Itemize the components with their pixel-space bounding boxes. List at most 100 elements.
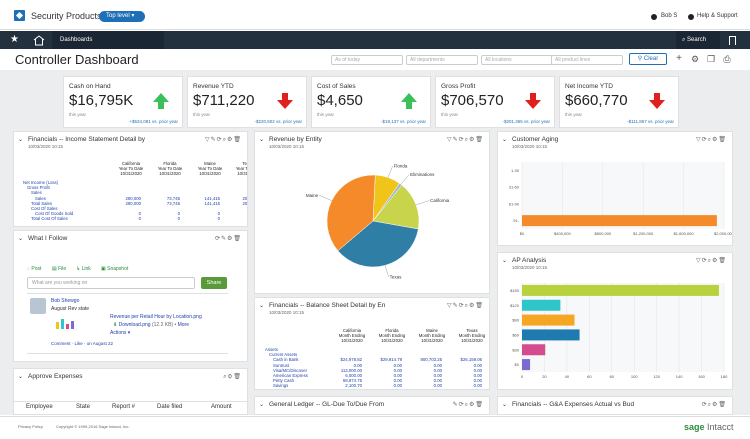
post-thumbnail[interactable] <box>56 318 86 329</box>
table-cell[interactable]: 0 <box>217 216 220 222</box>
row-label[interactable]: Cost Of Sales <box>31 206 58 211</box>
table-cell[interactable]: 73,745 <box>166 195 180 201</box>
table-cell[interactable]: 290,000 <box>125 195 141 201</box>
row-label[interactable]: Cash in Bank <box>273 357 299 363</box>
collapse-chevron-icon[interactable]: ⌄ <box>18 137 24 143</box>
level-dropdown[interactable]: Top level ▾ <box>99 11 145 22</box>
col-header-date-filed[interactable]: Date filed <box>157 404 183 410</box>
table-cell[interactable]: 0.00 <box>473 383 482 389</box>
kpi-card-net-income[interactable]: Net Income YTD $660,770 this year -$111,… <box>559 76 679 128</box>
table-cell[interactable]: 0.00 <box>433 367 442 373</box>
filter-product-line[interactable]: All product lines <box>551 55 623 65</box>
table-cell[interactable]: 0.00 <box>433 373 442 378</box>
collapse-chevron-icon[interactable]: ⌄ <box>18 374 24 380</box>
clear-filters-button[interactable]: ⚲ Clear <box>629 53 667 65</box>
row-label[interactable]: Assets <box>265 347 278 352</box>
row-label[interactable]: Petty Cash <box>273 378 295 384</box>
app-name[interactable]: Security Products <box>31 11 102 21</box>
table-cell[interactable]: 141,415 <box>204 200 220 206</box>
panel-toolbar-icons[interactable]: ▽✎⟳⌕⚙🗑 <box>446 303 484 309</box>
table-cell[interactable]: 113,000.00 <box>340 367 362 373</box>
kpi-card-gross-profit[interactable]: Gross Profit $706,570 this year -$201,36… <box>435 76 555 128</box>
tab-post[interactable]: ◌ Post <box>27 266 41 272</box>
collapse-chevron-icon[interactable]: ⌄ <box>18 236 24 242</box>
row-label[interactable]: Current Assets <box>269 352 298 358</box>
table-cell[interactable]: 69,874.75 <box>342 378 362 384</box>
collapse-chevron-icon[interactable]: ⌄ <box>502 402 508 408</box>
row-label[interactable]: Total Cost Of Sales <box>31 216 68 222</box>
table-cell[interactable]: 0.00 <box>473 373 482 378</box>
row-label[interactable]: Savings <box>273 383 289 389</box>
post-link[interactable]: Revenue per Retail Hour by Location.png <box>110 314 202 320</box>
table-cell[interactable]: 205,150 <box>242 195 248 201</box>
table-cell[interactable]: 0 <box>138 216 141 222</box>
nav-search-button[interactable]: ⌕ Search <box>676 31 720 49</box>
table-cell[interactable]: 0.00 <box>393 362 402 368</box>
row-label[interactable]: American Express <box>273 373 308 378</box>
row-label[interactable]: Cost Of Goods Sold <box>35 211 74 217</box>
table-cell[interactable]: 205,150 <box>242 200 248 206</box>
nav-dashboards[interactable]: Dashboards <box>52 31 164 49</box>
table-cell[interactable]: 0.00 <box>393 378 402 384</box>
table-cell[interactable]: 290,000 <box>125 200 141 206</box>
table-cell[interactable]: 0.00 <box>473 362 482 368</box>
row-label[interactable]: Sales <box>31 190 42 196</box>
post-more-link[interactable]: More <box>177 322 190 328</box>
col-header-state[interactable]: State <box>76 404 91 410</box>
row-label[interactable]: Gross Profit <box>27 185 50 191</box>
star-icon[interactable]: ★ <box>10 34 19 45</box>
bookmark-icon[interactable] <box>729 36 736 45</box>
table-cell[interactable]: 0.00 <box>393 373 402 378</box>
home-icon[interactable] <box>33 35 45 46</box>
table-cell[interactable]: 0 <box>217 211 220 217</box>
kpi-card-revenue[interactable]: Revenue YTD $711,220 this year -$220,502… <box>187 76 307 128</box>
privacy-link[interactable]: Privacy Policy <box>18 424 43 429</box>
table-cell[interactable]: 0.00 <box>353 362 362 368</box>
table-cell[interactable]: 800,703.25 <box>420 357 442 363</box>
print-icon[interactable]: ⎙ <box>723 54 731 64</box>
post-author[interactable]: Bob Shewgo <box>51 298 80 304</box>
tab-snapshot[interactable]: ▣ Snapshot <box>101 266 128 272</box>
panel-toolbar-icons[interactable]: ✎⟳⌕⚙🗑 <box>452 402 484 408</box>
tab-link[interactable]: ↳ Link <box>76 266 91 272</box>
post-file-link[interactable]: Download.png <box>118 322 151 328</box>
help-link[interactable]: Help & Support <box>697 13 738 19</box>
gear-icon[interactable]: ⚙ <box>690 54 700 64</box>
table-cell[interactable]: 141,415 <box>204 195 220 201</box>
panel-toolbar-icons[interactable]: ▽⟳⌕⚙🗑 <box>696 258 727 264</box>
panel-toolbar-icons[interactable]: ▽✎⟳⌕⚙🗑 <box>446 137 484 143</box>
table-cell[interactable]: 0 <box>138 211 141 217</box>
table-cell[interactable]: 73,745 <box>166 200 180 206</box>
table-cell[interactable]: 2,100.70 <box>345 383 362 389</box>
table-cell[interactable]: $29,914.79 <box>380 357 402 363</box>
copy-icon[interactable]: ❐ <box>706 54 716 64</box>
col-header-employee[interactable]: Employee <box>26 404 53 410</box>
share-button[interactable]: Share <box>201 277 227 289</box>
panel-toolbar-icons[interactable]: ⟳✎⚙🗑 <box>214 236 242 242</box>
post-actions[interactable]: Actions ▾ <box>110 330 130 336</box>
collapse-chevron-icon[interactable]: ⌄ <box>259 303 265 309</box>
tab-file[interactable]: ▤ File <box>52 266 66 272</box>
col-header-amount[interactable]: Amount <box>211 404 232 410</box>
filter-location[interactable]: All locations <box>481 55 553 65</box>
panel-toolbar-icons[interactable]: ▽⟳⌕⚙🗑 <box>696 137 727 143</box>
add-icon[interactable]: + <box>676 53 682 64</box>
table-cell[interactable]: 0.00 <box>433 383 442 389</box>
table-cell[interactable]: $26,159.06 <box>460 357 482 363</box>
filter-department[interactable]: All departments <box>406 55 478 65</box>
panel-toolbar-icons[interactable]: ⟳⌕⚙🗑 <box>701 402 727 408</box>
post-input[interactable]: What are you working on <box>27 277 195 289</box>
collapse-chevron-icon[interactable]: ⌄ <box>502 137 508 143</box>
row-label[interactable]: Visa/MC/Discover <box>273 367 308 373</box>
table-cell[interactable]: 0.00 <box>473 367 482 373</box>
table-cell[interactable]: 0.00 <box>393 367 402 373</box>
table-cell[interactable]: 0.00 <box>473 378 482 384</box>
table-cell[interactable]: 0 <box>177 211 180 217</box>
collapse-chevron-icon[interactable]: ⌄ <box>259 137 265 143</box>
table-cell[interactable]: 0 <box>177 216 180 222</box>
collapse-chevron-icon[interactable]: ⌄ <box>259 402 265 408</box>
user-menu[interactable]: Bob S <box>661 13 678 19</box>
col-header-report[interactable]: Report # <box>112 404 136 410</box>
row-label[interactable]: Total Sales <box>31 200 53 206</box>
collapse-chevron-icon[interactable]: ⌄ <box>502 258 508 264</box>
